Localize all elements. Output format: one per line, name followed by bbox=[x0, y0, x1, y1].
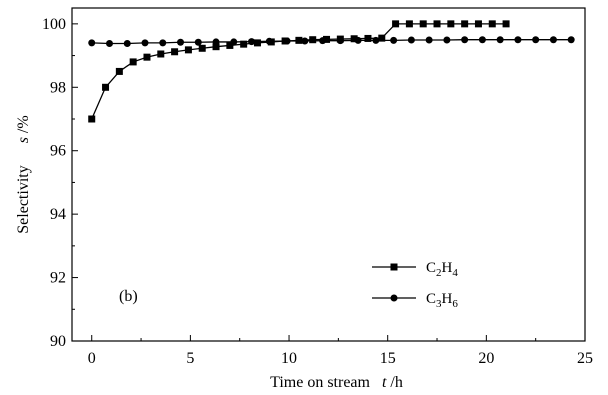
data-point bbox=[240, 40, 248, 48]
data-point bbox=[212, 38, 220, 46]
data-point bbox=[419, 20, 427, 28]
data-point bbox=[514, 36, 522, 44]
data-point bbox=[230, 38, 238, 46]
data-point bbox=[253, 39, 261, 47]
data-point bbox=[143, 53, 151, 61]
series-line bbox=[91, 39, 572, 45]
panel-annotation: (b) bbox=[119, 288, 138, 305]
data-point bbox=[141, 39, 149, 47]
data-point bbox=[177, 38, 185, 46]
data-point bbox=[323, 35, 331, 43]
data-point bbox=[354, 36, 362, 44]
legend-label: C2H4 bbox=[426, 260, 458, 279]
data-point bbox=[336, 37, 344, 45]
y-tick-label: 100 bbox=[42, 16, 66, 33]
data-point bbox=[532, 36, 540, 44]
data-point bbox=[129, 58, 137, 66]
data-point bbox=[405, 20, 413, 28]
data-point bbox=[549, 36, 557, 44]
data-point bbox=[364, 34, 372, 42]
data-point bbox=[198, 44, 206, 52]
data-point bbox=[319, 37, 327, 45]
data-point bbox=[447, 20, 455, 28]
series-layer bbox=[88, 20, 575, 123]
legend: C2H4 C3H6 bbox=[372, 260, 458, 310]
data-point bbox=[461, 36, 469, 44]
x-tick-label: 15 bbox=[380, 350, 396, 367]
data-point bbox=[496, 36, 504, 44]
y-tick-label: 96 bbox=[50, 143, 66, 160]
data-point bbox=[301, 37, 309, 45]
data-point bbox=[171, 48, 179, 56]
legend-label: C3H6 bbox=[426, 291, 458, 310]
legend-marker bbox=[390, 294, 398, 302]
data-point bbox=[105, 40, 113, 48]
data-point bbox=[425, 36, 433, 44]
data-point bbox=[392, 20, 400, 28]
axes-group: 0 5 10 15 20 25 90 92 94 96 98 100 Time on stream t /… bbox=[15, 7, 593, 391]
y-tick-label: 94 bbox=[50, 206, 66, 223]
data-point bbox=[567, 36, 575, 44]
data-point bbox=[443, 36, 451, 44]
data-point bbox=[212, 43, 220, 51]
data-point bbox=[372, 36, 380, 44]
data-point bbox=[115, 67, 123, 75]
y-tick-label: 98 bbox=[50, 79, 66, 96]
x-tick-label: 0 bbox=[88, 350, 96, 367]
x-axis-title: Time on stream t /h bbox=[270, 374, 403, 391]
data-point bbox=[184, 46, 192, 54]
data-point bbox=[407, 36, 415, 44]
data-point bbox=[474, 20, 482, 28]
x-tick-label: 5 bbox=[186, 350, 194, 367]
data-point bbox=[309, 36, 317, 44]
data-point bbox=[265, 37, 273, 45]
data-point bbox=[248, 38, 256, 46]
x-tick-label: 25 bbox=[577, 350, 593, 367]
data-point bbox=[433, 20, 441, 28]
data-point bbox=[390, 36, 398, 44]
legend-marker bbox=[390, 263, 398, 271]
y-tick-label: 90 bbox=[50, 333, 66, 350]
data-point bbox=[102, 83, 110, 91]
x-tick-label: 10 bbox=[281, 350, 297, 367]
data-point bbox=[283, 37, 291, 45]
data-point bbox=[378, 34, 386, 42]
data-point bbox=[88, 115, 96, 123]
series-c3h6 bbox=[88, 36, 575, 48]
series-c2h4 bbox=[88, 20, 510, 123]
data-point bbox=[488, 20, 496, 28]
data-point bbox=[350, 35, 358, 43]
plot-frame bbox=[71, 7, 586, 342]
data-point bbox=[157, 50, 165, 58]
y-axis-title: Selectivitys /% bbox=[15, 115, 32, 233]
data-point bbox=[461, 20, 469, 28]
data-point bbox=[226, 41, 234, 49]
y-tick-label: 92 bbox=[50, 270, 66, 287]
data-point bbox=[123, 40, 131, 48]
data-point bbox=[478, 36, 486, 44]
data-point bbox=[502, 20, 510, 28]
data-point bbox=[194, 38, 202, 46]
data-point bbox=[159, 39, 167, 47]
data-point bbox=[88, 39, 96, 47]
x-tick-label: 20 bbox=[478, 350, 494, 367]
